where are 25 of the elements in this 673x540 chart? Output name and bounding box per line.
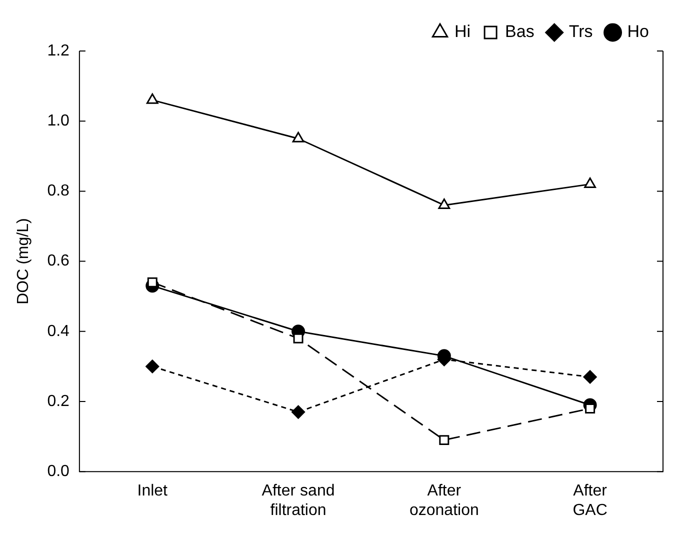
- y-tick-label: 1.2: [47, 42, 70, 60]
- legend-label: Hi: [454, 22, 471, 42]
- y-tick-label: 0.0: [47, 463, 70, 480]
- point: [292, 405, 306, 419]
- y-axis-title: DOC (mg/L): [15, 218, 32, 304]
- legend-label: Bas: [505, 22, 534, 42]
- point: [584, 177, 596, 188]
- legend-label: Trs: [568, 22, 593, 42]
- x-tick-label: Inlet: [137, 482, 168, 500]
- x-tick-label: After sand filtration: [262, 482, 335, 519]
- point: [146, 93, 158, 104]
- y-tick-label: 0.4: [47, 322, 70, 340]
- x-tick-label: After ozonation: [409, 482, 479, 519]
- y-tick-label: 0.8: [47, 182, 70, 200]
- legend-label: Ho: [627, 22, 650, 42]
- x-tick-label: After GAC: [572, 482, 608, 519]
- y-tick-label: 1.0: [47, 112, 70, 130]
- point: [292, 132, 304, 142]
- point: [439, 435, 450, 446]
- y-tick-label: 0.6: [47, 252, 70, 270]
- point: [438, 198, 450, 209]
- point: [146, 360, 160, 374]
- point: [293, 333, 304, 344]
- y-tick-label: 0.2: [47, 392, 70, 410]
- point: [583, 370, 597, 384]
